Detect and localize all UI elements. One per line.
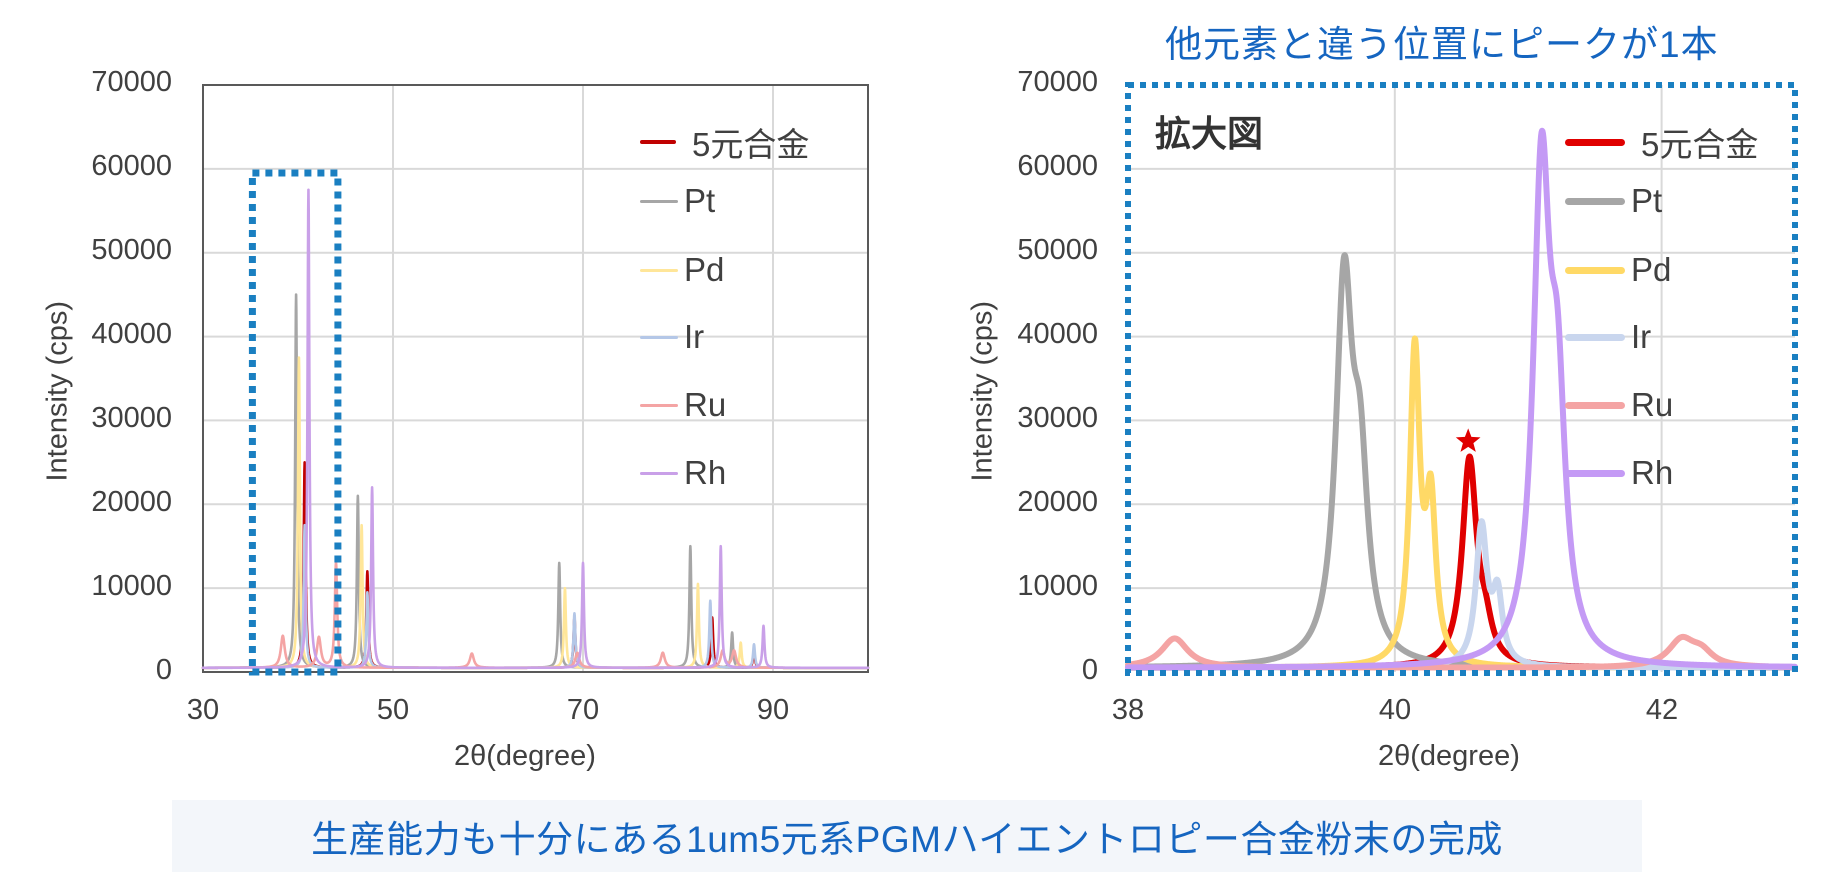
legend-label: Ru	[684, 386, 727, 423]
legend-swatch	[640, 471, 678, 475]
series-line-Pt	[1125, 252, 1798, 671]
series-line-Pd	[1125, 335, 1798, 671]
legend-swatch	[1565, 266, 1625, 274]
legend-swatch	[640, 140, 676, 144]
y-tick: 30000	[1017, 402, 1098, 434]
legend-item-alloy: 5元合金	[640, 118, 809, 166]
legend-label: 5元合金	[1641, 126, 1759, 163]
x-axis-title: 2θ(degree)	[454, 740, 596, 772]
y-tick: 30000	[91, 402, 172, 434]
x-tick: 42	[1645, 694, 1679, 726]
x-tick: 38	[1111, 694, 1145, 726]
legend-swatch	[640, 199, 678, 203]
legend-item-rh: Rh	[1565, 454, 1673, 492]
legend-item-ir: Ir	[640, 318, 704, 356]
legend-label: Pt	[1631, 182, 1663, 219]
x-tick: 30	[186, 694, 220, 726]
y-tick: 40000	[1017, 318, 1098, 350]
y-tick: 60000	[1017, 150, 1098, 182]
legend-item-ru: Ru	[640, 386, 726, 424]
x-tick: 70	[566, 694, 600, 726]
x-tick: 90	[756, 694, 790, 726]
legend-label: 5元合金	[692, 126, 810, 163]
legend-swatch	[640, 335, 678, 339]
conclusion-banner: 生産能力も十分にある1um5元系PGMハイエントロピー合金粉末の完成	[172, 800, 1642, 872]
headline: 他元素と違う位置にピークが1本	[1165, 24, 1719, 65]
legend-item-ru: Ru	[1565, 386, 1673, 424]
plot-frame	[202, 84, 869, 673]
y-tick: 10000	[1017, 570, 1098, 602]
y-tick: 20000	[1017, 486, 1098, 518]
zoom-chart-title: 拡大図	[1155, 113, 1264, 154]
y-tick: 50000	[1017, 234, 1098, 266]
legend-swatch	[640, 403, 678, 407]
legend-swatch	[1565, 138, 1625, 146]
y-tick: 20000	[91, 486, 172, 518]
legend-item-alloy: 5元合金	[1565, 118, 1758, 166]
y-tick: 10000	[91, 570, 172, 602]
legend-label: Ir	[1631, 318, 1652, 355]
y-tick: 40000	[91, 318, 172, 350]
legend-swatch	[1565, 333, 1625, 341]
legend-item-rh: Rh	[640, 454, 726, 492]
legend-label: Rh	[1631, 454, 1674, 491]
series-line-Rh	[201, 188, 870, 670]
legend-label: Ru	[1631, 386, 1674, 423]
legend-label: Pd	[684, 251, 725, 288]
legend-item-pt: Pt	[1565, 182, 1662, 220]
y-tick: 70000	[1017, 66, 1098, 98]
legend-item-ir: Ir	[1565, 318, 1651, 356]
y-axis-title: Intensity (cps)	[966, 301, 999, 482]
x-axis-title: 2θ(degree)	[1378, 740, 1520, 772]
x-tick: 40	[1378, 694, 1412, 726]
y-tick: 70000	[91, 66, 172, 98]
legend-item-pt: Pt	[640, 182, 715, 220]
y-tick: 60000	[91, 150, 172, 182]
legend-label: Rh	[684, 454, 727, 491]
legend-item-pd: Pd	[1565, 251, 1671, 289]
legend-label: Ir	[684, 318, 705, 355]
legend-swatch	[1565, 469, 1625, 477]
zoom-panel-border	[1125, 82, 1798, 676]
series-line-Rh	[1125, 127, 1798, 671]
legend-swatch	[1565, 401, 1625, 409]
series-line-5元合金	[1125, 453, 1798, 671]
legend-label: Pd	[1631, 251, 1672, 288]
legend-swatch	[1565, 197, 1625, 205]
y-tick: 50000	[91, 234, 172, 266]
zoom-region-box	[248, 169, 342, 676]
y-tick: 0	[1081, 654, 1098, 686]
legend-item-pd: Pd	[640, 251, 724, 289]
y-tick: 0	[155, 654, 172, 686]
legend-label: Pt	[684, 182, 716, 219]
star-icon	[1455, 428, 1481, 452]
conclusion-text: 生産能力も十分にある1um5元系PGMハイエントロピー合金粉末の完成	[311, 819, 1503, 860]
legend-swatch	[640, 268, 678, 272]
x-tick: 50	[376, 694, 410, 726]
